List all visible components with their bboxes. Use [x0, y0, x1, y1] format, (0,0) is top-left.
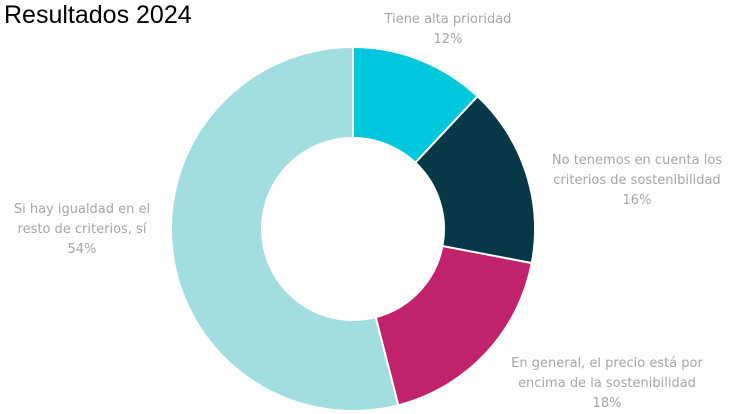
- slice-label-line: Si hay igualdad en el: [13, 202, 151, 217]
- slice-label-line: En general, el precio está por: [511, 356, 703, 371]
- slice-label-precio-por-encima: En general, el precio está por encima de…: [511, 354, 703, 414]
- chart-title: Resultados 2024: [4, 1, 192, 29]
- slice-value-label: 12%: [433, 32, 463, 47]
- donut-slice-3: [170, 45, 400, 412]
- donut-slice-2: [374, 244, 533, 407]
- slice-label-line: No tenemos en cuenta los: [551, 153, 723, 168]
- slice-value-label: 18%: [592, 396, 622, 411]
- slice-label-line: resto de criterios, sí: [17, 222, 147, 237]
- donut-slice-1: [413, 94, 536, 265]
- slice-label-line: encima de la sostenibilidad: [518, 376, 696, 391]
- slice-value-label: 16%: [622, 193, 652, 208]
- slice-label-si-hay-igualdad: Si hay igualdad en el resto de criterios…: [14, 200, 150, 260]
- slice-label-tiene-alta-prioridad: Tiene alta prioridad 12%: [385, 10, 512, 50]
- slice-value-label: 54%: [67, 242, 97, 257]
- slice-label-no-tenemos-en-cuenta: No tenemos en cuenta los criterios de so…: [552, 151, 722, 211]
- donut-slices: [170, 45, 536, 412]
- slice-label-line: Tiene alta prioridad: [384, 12, 512, 27]
- slice-label-line: criterios de sostenibilidad: [553, 173, 721, 188]
